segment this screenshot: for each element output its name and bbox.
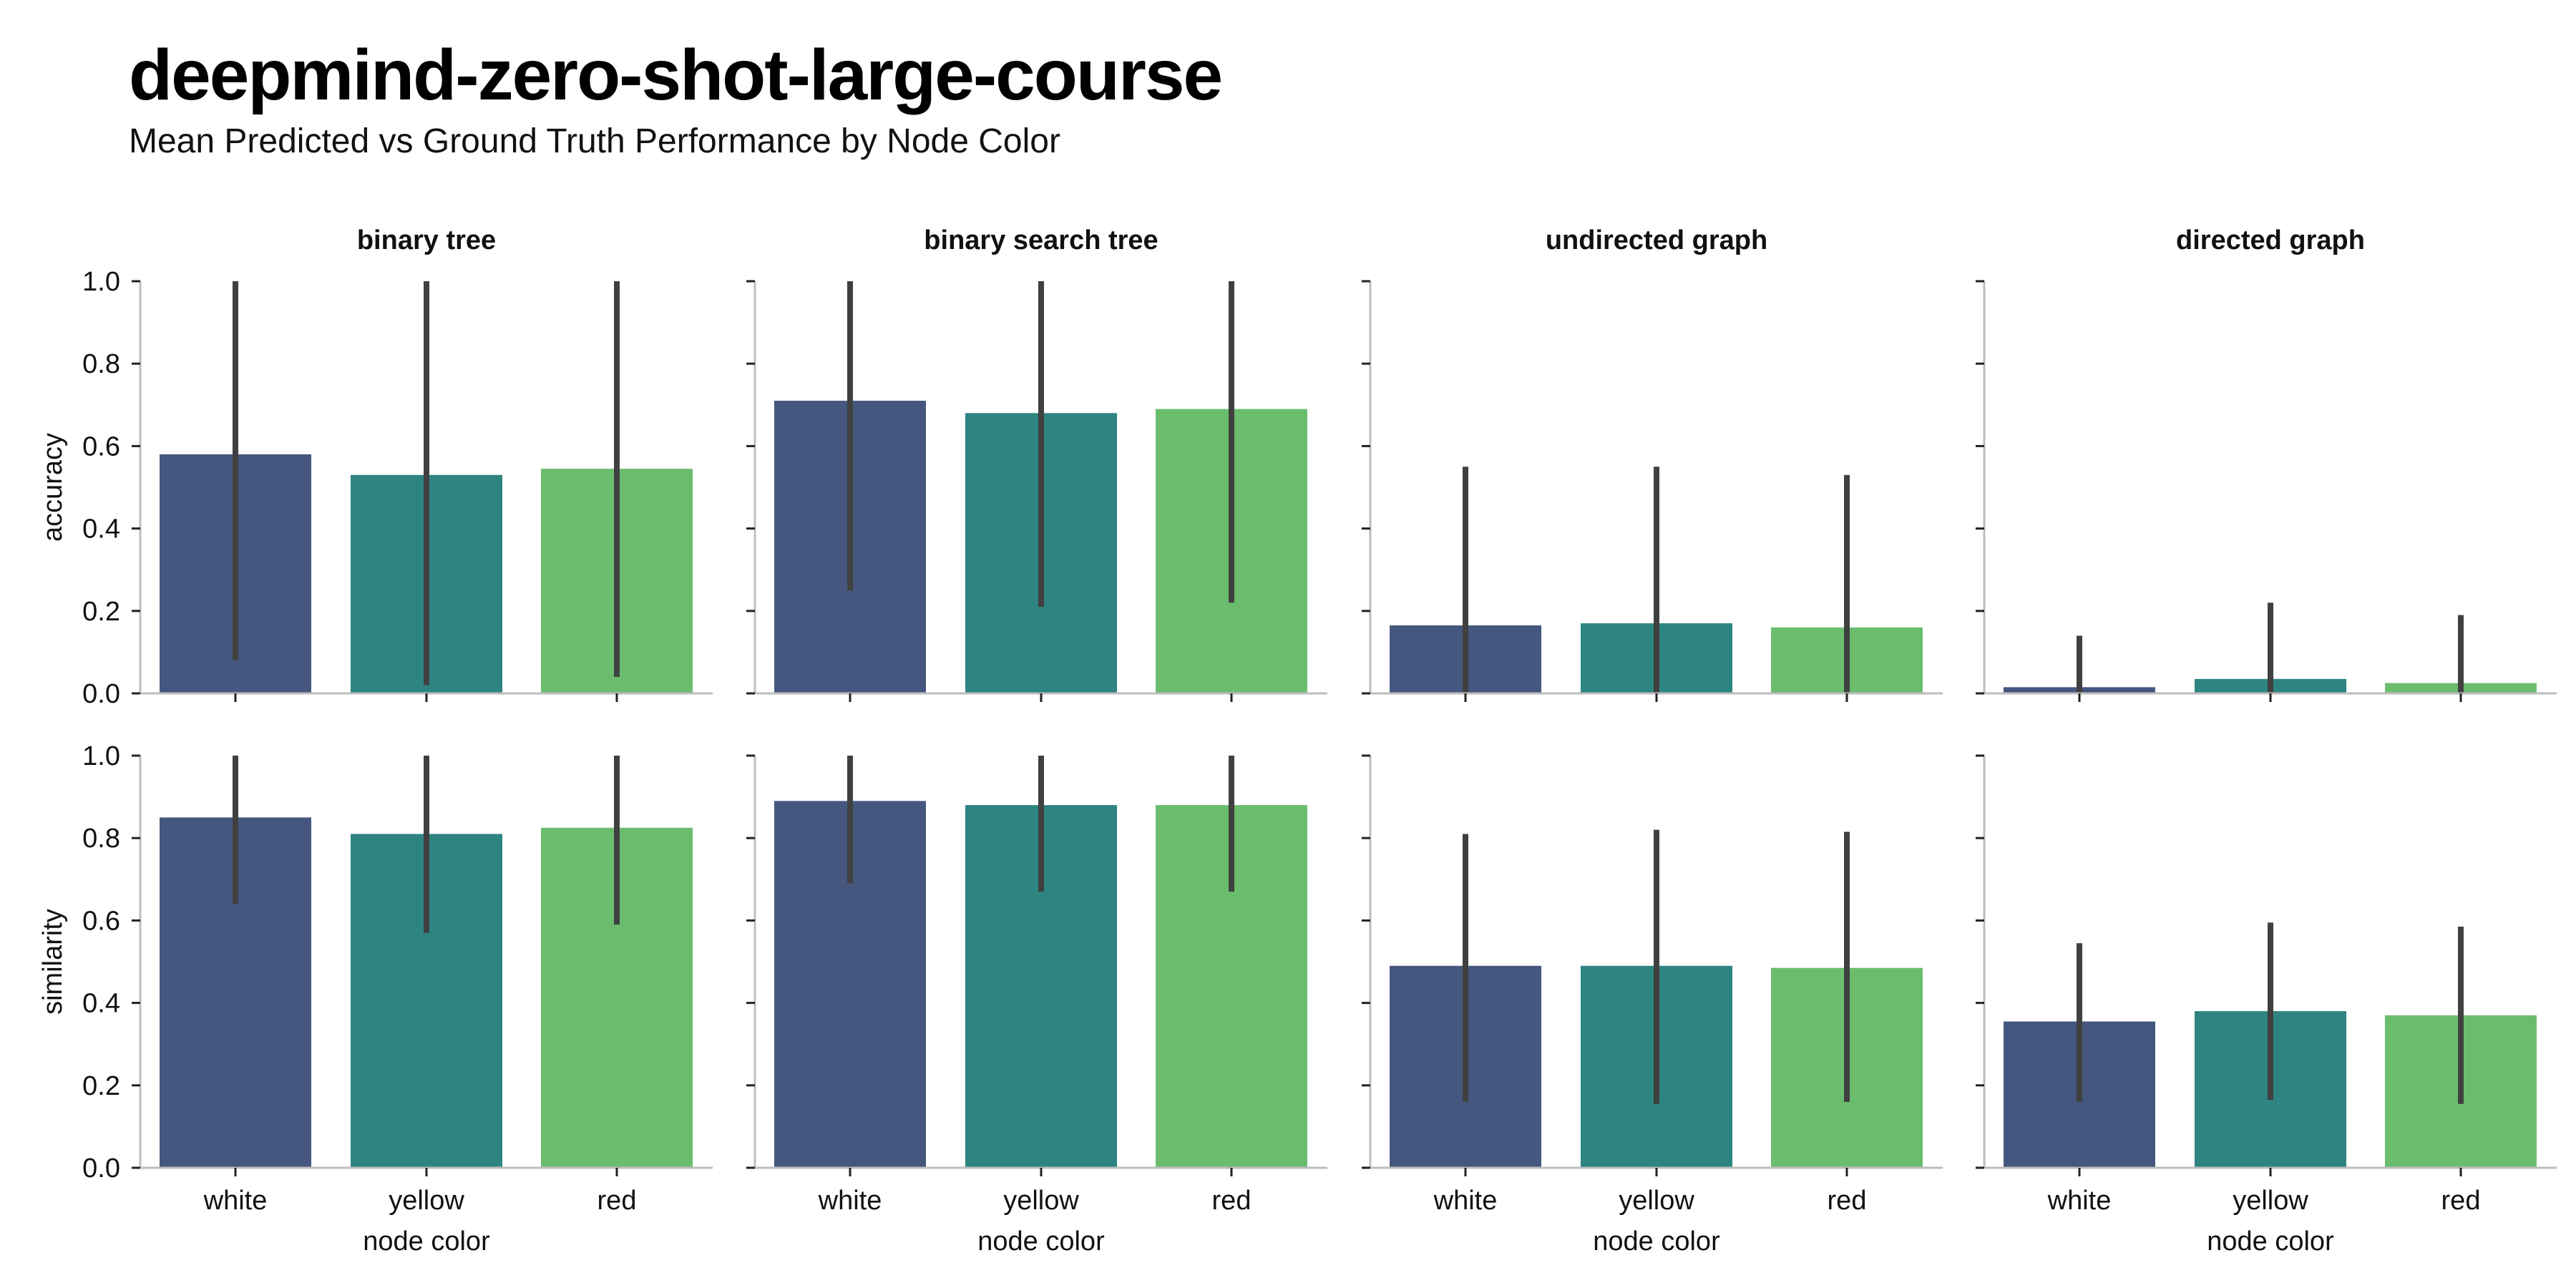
panel-title-binary-search-tree: binary search tree	[924, 225, 1158, 255]
y-tick-label-accuracy-0-6: 0.6	[82, 431, 120, 462]
y-axis-label-similarity: similarity	[38, 909, 68, 1015]
x-axis-label-binary-search-tree: node color	[977, 1226, 1105, 1257]
y-tick-label-similarity-0-0: 0.0	[82, 1153, 120, 1184]
x-tick-label-binary-search-tree-yellow: yellow	[1003, 1186, 1079, 1216]
y-tick-label-similarity-0-2: 0.2	[82, 1071, 120, 1101]
x-tick-label-undirected-graph-white: white	[1433, 1186, 1498, 1216]
panel-title-binary-tree: binary tree	[357, 225, 496, 255]
x-tick-label-directed-graph-red: red	[2441, 1186, 2481, 1216]
x-tick-label-binary-search-tree-red: red	[1212, 1186, 1252, 1216]
y-tick-label-similarity-1-0: 1.0	[82, 741, 120, 771]
x-tick-label-directed-graph-white: white	[2047, 1186, 2112, 1216]
y-tick-label-similarity-0-4: 0.4	[82, 989, 120, 1019]
y-tick-label-accuracy-0-4: 0.4	[82, 514, 120, 545]
x-tick-label-directed-graph-yellow: yellow	[2233, 1186, 2308, 1216]
x-tick-label-undirected-graph-red: red	[1828, 1186, 1867, 1216]
y-tick-label-accuracy-0-0: 0.0	[82, 679, 120, 709]
y-tick-label-similarity-0-8: 0.8	[82, 824, 120, 854]
chart-subtitle: Mean Predicted vs Ground Truth Performan…	[129, 122, 1060, 160]
x-tick-label-binary-tree-white: white	[203, 1186, 268, 1216]
y-tick-label-accuracy-1-0: 1.0	[82, 267, 120, 297]
panel-title-directed-graph: directed graph	[2176, 225, 2365, 255]
x-axis-label-directed-graph: node color	[2207, 1226, 2334, 1257]
x-tick-label-undirected-graph-yellow: yellow	[1619, 1186, 1694, 1216]
y-axis-label-accuracy: accuracy	[38, 433, 68, 542]
x-tick-label-binary-search-tree-white: white	[818, 1186, 882, 1216]
x-tick-label-binary-tree-red: red	[597, 1186, 637, 1216]
y-tick-label-similarity-0-6: 0.6	[82, 906, 120, 936]
y-tick-label-accuracy-0-2: 0.2	[82, 597, 120, 627]
panel-title-undirected-graph: undirected graph	[1546, 225, 1767, 255]
chart-title: deepmind-zero-shot-large-course	[129, 35, 1223, 115]
x-tick-label-binary-tree-yellow: yellow	[389, 1186, 464, 1216]
y-tick-label-accuracy-0-8: 0.8	[82, 349, 120, 379]
x-axis-label-binary-tree: node color	[363, 1226, 490, 1257]
x-axis-label-undirected-graph: node color	[1593, 1226, 1720, 1257]
